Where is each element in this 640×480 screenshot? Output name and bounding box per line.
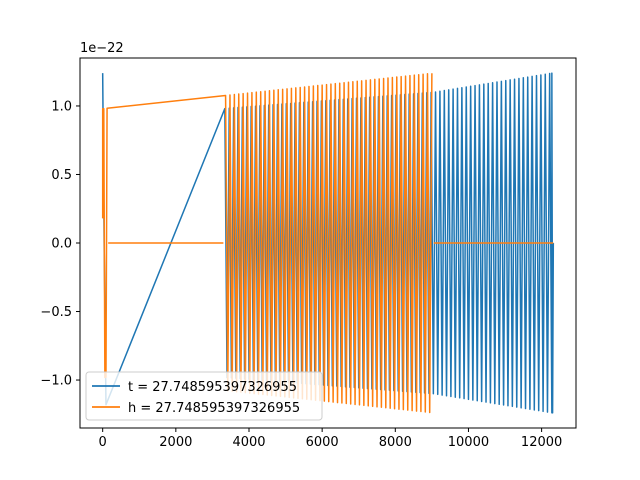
x-tick-label: 0	[99, 435, 107, 450]
y-axis-ticks: −1.0 −0.5 0.0 0.5 1.0	[40, 99, 80, 389]
y-tick-label: −1.0	[40, 374, 72, 389]
x-tick-label: 6000	[306, 435, 339, 450]
x-tick-label: 4000	[232, 435, 265, 450]
x-tick-label: 8000	[379, 435, 412, 450]
legend-box	[85, 371, 323, 421]
y-tick-label: 0.5	[51, 168, 72, 183]
x-tick-label: 12000	[521, 435, 562, 450]
legend-label-t: t = 27.748595397326955	[128, 380, 297, 395]
y-tick-label: 0.0	[51, 237, 72, 252]
x-tick-label: 2000	[159, 435, 192, 450]
y-tick-label: 1.0	[51, 99, 72, 114]
legend: t = 27.748595397326955 h = 27.7485953973…	[85, 371, 323, 421]
series-layer	[101, 72, 555, 414]
y-tick-label: −0.5	[40, 305, 72, 320]
legend-label-h: h = 27.748595397326955	[128, 401, 300, 416]
y-offset-text: 1e−22	[80, 41, 124, 56]
series-line-1	[101, 72, 433, 414]
x-tick-label: 10000	[448, 435, 489, 450]
x-axis-ticks: 0 2000 4000 6000 8000 10000 12000	[99, 428, 562, 450]
